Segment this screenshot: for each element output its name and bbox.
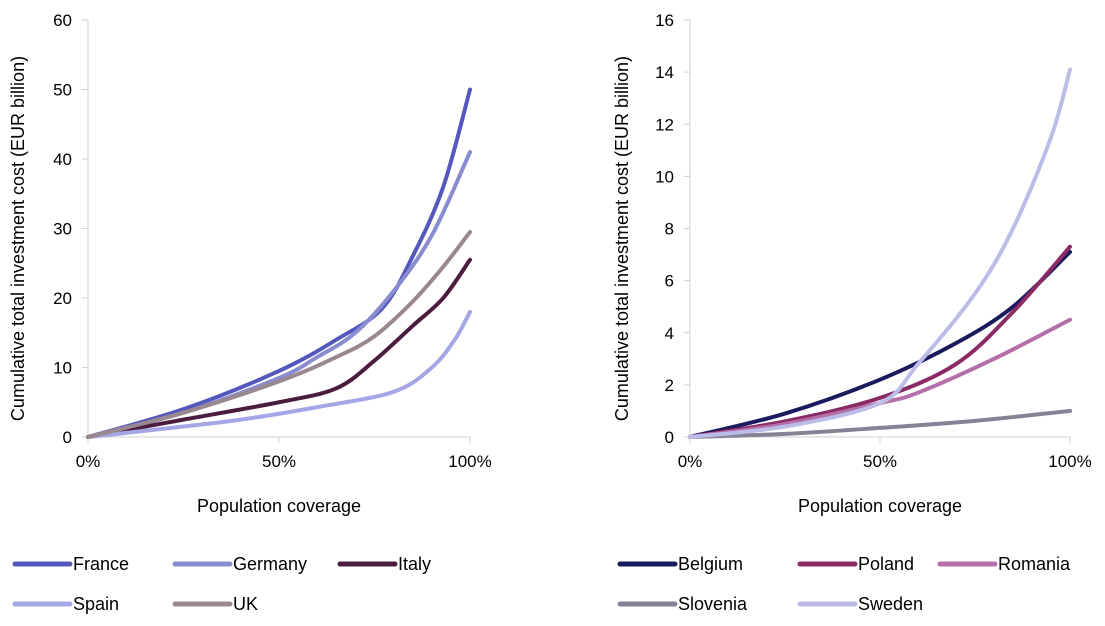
y-tick-label: 20 bbox=[53, 289, 72, 308]
series-line-sweden bbox=[688, 67, 1072, 439]
y-tick-label: 0 bbox=[63, 428, 72, 447]
x-tick-label: 0% bbox=[678, 452, 703, 471]
x-axis-label: Population coverage bbox=[197, 496, 361, 516]
series-line-poland bbox=[688, 244, 1072, 439]
legend-label-spain: Spain bbox=[73, 594, 119, 614]
series-line-belgium bbox=[688, 249, 1072, 439]
x-tick-label: 0% bbox=[76, 452, 101, 471]
legend-label-france: France bbox=[73, 554, 129, 574]
series-line-slovenia bbox=[688, 408, 1072, 439]
series-line-france bbox=[86, 87, 472, 439]
x-axis-label: Population coverage bbox=[798, 496, 962, 516]
legend-label-germany: Germany bbox=[233, 554, 307, 574]
x-tick-label: 50% bbox=[262, 452, 296, 471]
y-tick-label: 30 bbox=[53, 220, 72, 239]
legend-label-belgium: Belgium bbox=[678, 554, 743, 574]
x-tick-label: 50% bbox=[863, 452, 897, 471]
legend-label-uk: UK bbox=[233, 594, 258, 614]
y-tick-label: 14 bbox=[655, 63, 674, 82]
y-tick-label: 4 bbox=[665, 324, 674, 343]
y-tick-label: 12 bbox=[655, 115, 674, 134]
x-tick-label: 100% bbox=[448, 452, 491, 471]
legend-label-sweden: Sweden bbox=[858, 594, 923, 614]
y-tick-label: 6 bbox=[665, 272, 674, 291]
legend-label-slovenia: Slovenia bbox=[678, 594, 748, 614]
series-line-romania bbox=[688, 317, 1072, 439]
series-line-italy bbox=[86, 257, 472, 439]
y-tick-label: 16 bbox=[655, 11, 674, 30]
y-tick-label: 2 bbox=[665, 376, 674, 395]
legend-label-romania: Romania bbox=[998, 554, 1071, 574]
y-tick-label: 60 bbox=[53, 11, 72, 30]
y-axis-label: Cumulative total investment cost (EUR bi… bbox=[612, 56, 632, 421]
y-tick-label: 50 bbox=[53, 81, 72, 100]
y-tick-label: 40 bbox=[53, 150, 72, 169]
series-line-uk bbox=[86, 229, 472, 439]
x-tick-label: 100% bbox=[1048, 452, 1091, 471]
chart-right: 0 2 4 6 8 10 12 14 16 0% 50% 100% Population coverag… bbox=[612, 11, 1092, 614]
series-line-spain bbox=[86, 309, 472, 439]
y-tick-label: 10 bbox=[53, 359, 72, 378]
legend-label-poland: Poland bbox=[858, 554, 914, 574]
series-line-germany bbox=[86, 150, 472, 439]
y-tick-label: 10 bbox=[655, 167, 674, 186]
y-tick-label: 0 bbox=[665, 428, 674, 447]
legend-label-italy: Italy bbox=[398, 554, 431, 574]
chart-left: 0 10 20 30 40 50 60 0% 50% 100% Population coverag… bbox=[8, 11, 492, 614]
y-tick-label: 8 bbox=[665, 220, 674, 239]
y-axis-label: Cumulative total investment cost (EUR bi… bbox=[8, 56, 28, 421]
